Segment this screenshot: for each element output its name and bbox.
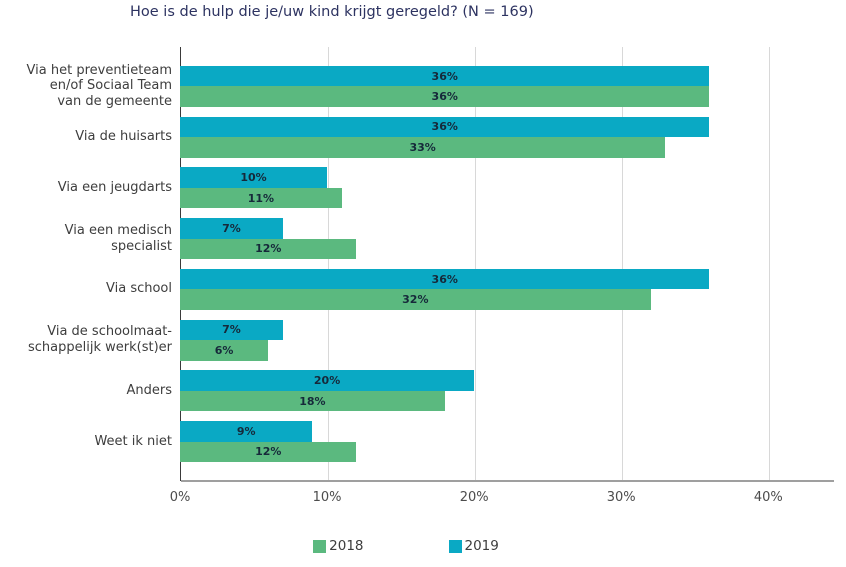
bar-value-label: 20% [313, 374, 341, 388]
bar-value-label: 36% [431, 90, 458, 104]
gridline-30 [622, 47, 624, 481]
x-tick-label: 20% [459, 490, 489, 505]
chart-row: Via een medisch specialist 7% 12% [0, 213, 833, 264]
bar-group: 9% 12% [180, 421, 833, 463]
category-label: Weet ik niet [94, 433, 172, 449]
x-axis-tick-labels: 0% 10% 20% 30% 40% [170, 490, 833, 508]
bar-2018: 36% [180, 86, 710, 107]
x-axis-line [181, 480, 834, 482]
bar-2018: 6% [180, 340, 269, 361]
bar-2018: 11% [180, 187, 342, 209]
bar-value-label: 32% [402, 293, 429, 307]
bar-rows: Via het preventieteam en/of Sociaal Team… [0, 61, 833, 467]
legend-item-2019: 2019 [448, 538, 499, 554]
category-label: Via een jeugdarts [57, 179, 172, 195]
bar-group: 36% 32% [180, 268, 833, 310]
legend-swatch [448, 539, 462, 553]
bar-2019: 36% [180, 116, 710, 138]
chart-row: Via school 36% 32% [0, 264, 833, 315]
legend-swatch [313, 539, 327, 553]
bar-2018: 12% [180, 238, 357, 260]
bar-2019: 7% [180, 319, 283, 341]
bar-value-label: 36% [431, 69, 458, 83]
bar-value-label: 33% [409, 140, 436, 154]
category-label: Via een medisch specialist [64, 222, 172, 254]
bar-value-label: 12% [255, 242, 282, 256]
legend: 2018 2019 [0, 538, 812, 554]
legend-item-2018: 2018 [313, 538, 364, 554]
bar-group: 10% 11% [180, 167, 833, 209]
bar-2018: 32% [180, 289, 651, 310]
category-label: Via het preventieteam en/of Sociaal Team… [26, 62, 172, 110]
gridline-10 [328, 47, 330, 481]
bar-value-label: 11% [247, 191, 275, 205]
chart-row: Via een jeugdarts 10% 11% [0, 163, 833, 214]
bar-2018: 18% [180, 390, 445, 412]
bar-value-label: 10% [240, 171, 267, 185]
chart-row: Anders 20% 18% [0, 366, 833, 417]
category-label: Anders [126, 382, 173, 398]
chart-title: Hoe is de hulp die je/uw kind krijgt ger… [130, 4, 534, 20]
bar-value-label: 12% [255, 445, 282, 459]
category-label: Via de huisarts [75, 129, 172, 145]
bar-group: 7% 6% [180, 319, 833, 361]
legend-label: 2019 [464, 538, 499, 554]
x-tick-label: 30% [606, 490, 636, 505]
category-label: Via de schoolmaat- schappelijk werk(st)e… [28, 324, 172, 356]
gridline-40 [769, 47, 771, 481]
bar-group: 36% 36% [180, 65, 833, 107]
bar-group: 7% 12% [180, 218, 833, 260]
plot-area [180, 47, 834, 482]
bar-2019: 10% [180, 167, 328, 188]
bar-2019: 20% [180, 370, 475, 391]
bar-2019: 7% [180, 218, 283, 239]
bar-group: 36% 33% [180, 116, 833, 158]
bar-value-label: 18% [299, 394, 326, 408]
bar-2019: 36% [180, 65, 710, 87]
bar-value-label: 7% [222, 221, 241, 235]
chart-row: Via de huisarts 36% 33% [0, 112, 833, 163]
x-tick-label: 10% [312, 490, 342, 505]
bar-value-label: 9% [236, 424, 256, 438]
bar-2018: 33% [180, 137, 666, 158]
bar-2018: 12% [180, 441, 357, 463]
bar-value-label: 6% [214, 343, 234, 357]
legend-label: 2018 [329, 538, 364, 554]
chart-row: Weet ik niet 9% 12% [0, 416, 833, 467]
bar-value-label: 36% [431, 120, 458, 134]
bar-value-label: 36% [431, 272, 458, 286]
x-tick-label: 0% [169, 490, 191, 505]
bar-2019: 9% [180, 421, 313, 442]
x-tick-label: 40% [753, 490, 783, 505]
gridline-20 [475, 47, 477, 481]
bar-value-label: 7% [222, 323, 241, 337]
bar-2019: 36% [180, 268, 710, 290]
chart-row: Via de schoolmaat- schappelijk werk(st)e… [0, 315, 833, 366]
category-label: Via school [106, 281, 172, 297]
bar-group: 20% 18% [180, 370, 833, 412]
chart-row: Via het preventieteam en/of Sociaal Team… [0, 61, 833, 112]
